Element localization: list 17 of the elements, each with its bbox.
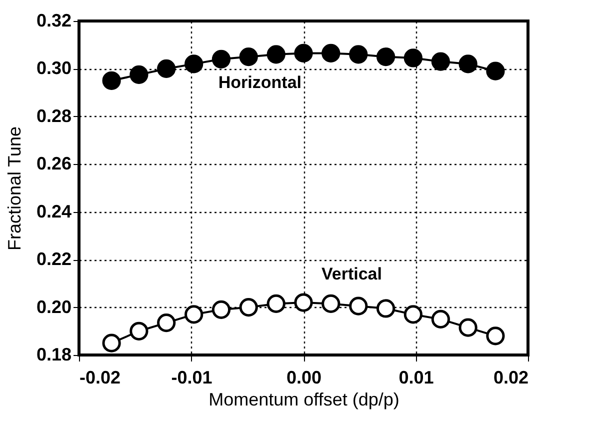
y-tick-label: 0.22 [36,249,72,270]
x-axis-title: Momentum offset (dp/p) [208,390,400,410]
series-label: Horizontal [218,73,302,92]
x-tick-label: 0.01 [398,368,434,388]
series-label: Vertical [322,264,382,284]
y-tick-label: 0.24 [36,201,72,222]
y-axis-title: Fractional Tune [4,126,24,251]
y-tick-label: 0.18 [36,344,72,364]
y-tick-label: 0.20 [36,296,72,317]
y-tick-label: 0.30 [36,58,72,78]
x-tick-label: -0.02 [80,368,121,388]
y-tick-label: 0.32 [36,10,72,30]
y-tick-label: 0.28 [36,106,72,126]
x-tick-label: 0.00 [286,368,322,388]
x-tick-label: 0.02 [493,368,528,388]
x-tick-label: -0.01 [171,368,212,388]
y-tick-label: 0.26 [36,154,72,174]
